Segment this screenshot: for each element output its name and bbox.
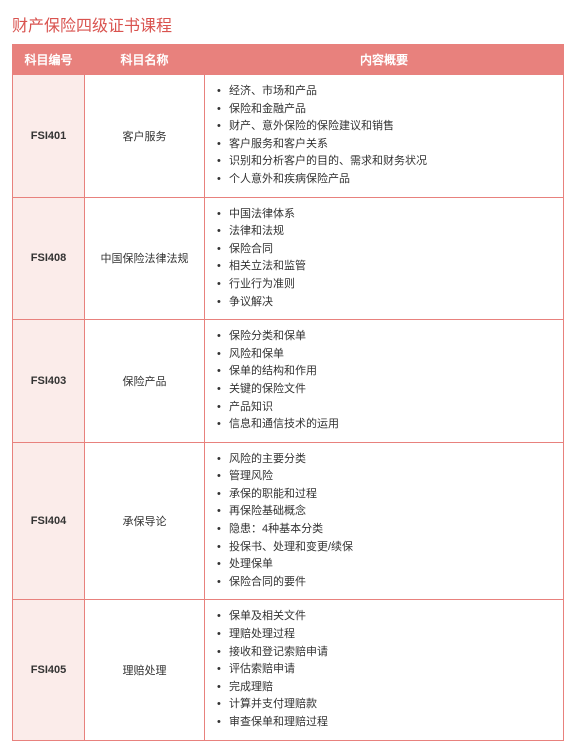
course-content: 保险分类和保单风险和保单保单的结构和作用关键的保险文件产品知识信息和通信技术的运… — [205, 320, 564, 443]
content-item: 识别和分析客户的目的、需求和财务状况 — [217, 153, 559, 171]
table-row: FSI404承保导论风险的主要分类管理风险承保的职能和过程再保险基础概念隐患：4… — [13, 442, 564, 600]
content-item: 承保的职能和过程 — [217, 486, 559, 504]
content-item: 个人意外和疾病保险产品 — [217, 171, 559, 189]
course-code: FSI408 — [13, 197, 85, 320]
content-item: 产品知识 — [217, 399, 559, 417]
content-item: 信息和通信技术的运用 — [217, 416, 559, 434]
course-name: 理赔处理 — [85, 600, 205, 740]
content-item: 经济、市场和产品 — [217, 83, 559, 101]
course-content: 中国法律体系法律和法规保险合同相关立法和监管行业行为准则争议解决 — [205, 197, 564, 320]
content-item: 相关立法和监管 — [217, 258, 559, 276]
content-item: 中国法律体系 — [217, 206, 559, 224]
course-name: 保险产品 — [85, 320, 205, 443]
content-item: 理赔处理过程 — [217, 626, 559, 644]
content-item: 计算并支付理赔款 — [217, 696, 559, 714]
content-item: 保险合同 — [217, 241, 559, 259]
content-item: 关键的保险文件 — [217, 381, 559, 399]
course-content: 经济、市场和产品保险和金融产品财产、意外保险的保险建议和销售客户服务和客户关系识… — [205, 75, 564, 198]
content-item: 接收和登记索赔申请 — [217, 644, 559, 662]
table-row: FSI403保险产品保险分类和保单风险和保单保单的结构和作用关键的保险文件产品知… — [13, 320, 564, 443]
content-item: 评估索赔申请 — [217, 661, 559, 679]
course-content: 保单及相关文件理赔处理过程接收和登记索赔申请评估索赔申请完成理赔计算并支付理赔款… — [205, 600, 564, 740]
course-name: 承保导论 — [85, 442, 205, 600]
content-item: 财产、意外保险的保险建议和销售 — [217, 118, 559, 136]
content-item: 风险和保单 — [217, 346, 559, 364]
header-content: 内容概要 — [205, 45, 564, 75]
page-title: 财产保险四级证书课程 — [12, 12, 564, 36]
content-item: 保险和金融产品 — [217, 101, 559, 119]
content-list: 保单及相关文件理赔处理过程接收和登记索赔申请评估索赔申请完成理赔计算并支付理赔款… — [217, 608, 559, 731]
content-list: 保险分类和保单风险和保单保单的结构和作用关键的保险文件产品知识信息和通信技术的运… — [217, 328, 559, 434]
content-item: 保单及相关文件 — [217, 608, 559, 626]
course-code: FSI401 — [13, 75, 85, 198]
content-item: 再保险基础概念 — [217, 503, 559, 521]
content-list: 中国法律体系法律和法规保险合同相关立法和监管行业行为准则争议解决 — [217, 206, 559, 312]
content-item: 管理风险 — [217, 468, 559, 486]
content-item: 保险合同的要件 — [217, 574, 559, 592]
content-item: 处理保单 — [217, 556, 559, 574]
table-header-row: 科目编号 科目名称 内容概要 — [13, 45, 564, 75]
content-item: 隐患：4种基本分类 — [217, 521, 559, 539]
content-item: 客户服务和客户关系 — [217, 136, 559, 154]
course-code: FSI405 — [13, 600, 85, 740]
header-code: 科目编号 — [13, 45, 85, 75]
course-table: 科目编号 科目名称 内容概要 FSI401客户服务经济、市场和产品保险和金融产品… — [12, 44, 564, 741]
table-row: FSI408中国保险法律法规中国法律体系法律和法规保险合同相关立法和监管行业行为… — [13, 197, 564, 320]
content-item: 保险分类和保单 — [217, 328, 559, 346]
table-row: FSI405理赔处理保单及相关文件理赔处理过程接收和登记索赔申请评估索赔申请完成… — [13, 600, 564, 740]
course-name: 中国保险法律法规 — [85, 197, 205, 320]
content-item: 审查保单和理赔过程 — [217, 714, 559, 732]
course-code: FSI404 — [13, 442, 85, 600]
header-name: 科目名称 — [85, 45, 205, 75]
content-item: 投保书、处理和变更/续保 — [217, 539, 559, 557]
content-list: 风险的主要分类管理风险承保的职能和过程再保险基础概念隐患：4种基本分类投保书、处… — [217, 451, 559, 592]
content-item: 行业行为准则 — [217, 276, 559, 294]
content-item: 完成理赔 — [217, 679, 559, 697]
content-item: 风险的主要分类 — [217, 451, 559, 469]
course-content: 风险的主要分类管理风险承保的职能和过程再保险基础概念隐患：4种基本分类投保书、处… — [205, 442, 564, 600]
content-item: 争议解决 — [217, 294, 559, 312]
content-list: 经济、市场和产品保险和金融产品财产、意外保险的保险建议和销售客户服务和客户关系识… — [217, 83, 559, 189]
content-item: 保单的结构和作用 — [217, 363, 559, 381]
course-code: FSI403 — [13, 320, 85, 443]
content-item: 法律和法规 — [217, 223, 559, 241]
course-name: 客户服务 — [85, 75, 205, 198]
table-row: FSI401客户服务经济、市场和产品保险和金融产品财产、意外保险的保险建议和销售… — [13, 75, 564, 198]
